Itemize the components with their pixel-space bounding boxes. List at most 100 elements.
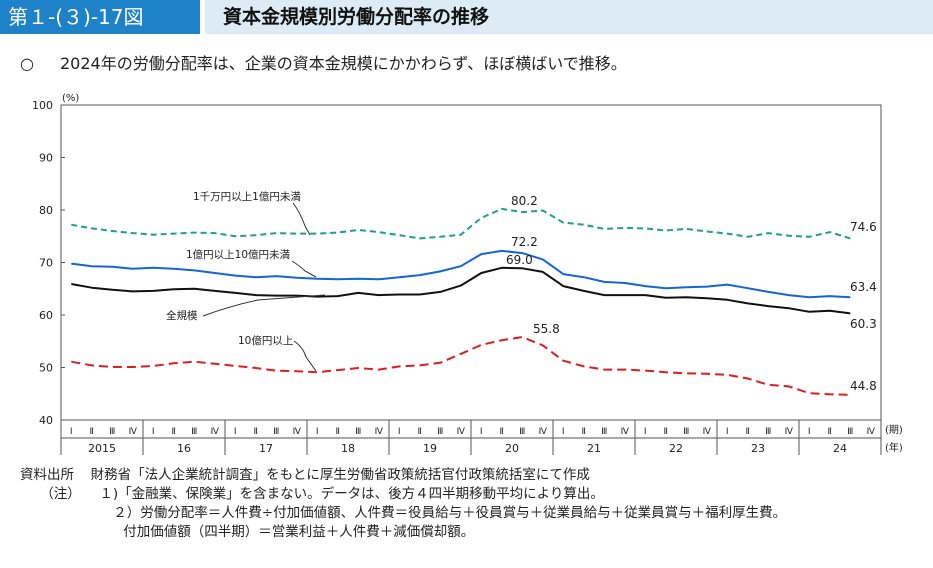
x-year-label: 19: [423, 442, 437, 455]
x-tick-quarter-label: Ⅲ: [191, 427, 197, 437]
x-tick-quarter-label: Ⅲ: [437, 427, 443, 437]
x-tick-quarter-label: Ⅱ: [418, 427, 422, 437]
x-tick-quarter-label: Ⅱ: [254, 427, 258, 437]
x-tick-quarter-label: Ⅲ: [765, 427, 771, 437]
legend-leader-100m-1b: [291, 260, 317, 278]
summary-line: ○ 2024年の労働分配率は、企業の資本金規模にかかわらず、ほぼ横ばいで推移。: [20, 50, 627, 74]
y-axis-ticks: 40 50 60 70 80 90 100: [32, 99, 65, 427]
summary-text: 2024年の労働分配率は、企業の資本金規模にかかわらず、ほぼ横ばいで推移。: [60, 54, 627, 73]
x-tick-quarter-label: Ⅳ: [211, 427, 220, 437]
x-tick-quarter-label: Ⅲ: [273, 427, 279, 437]
y-tick-label: 50: [39, 362, 53, 375]
data-label-end-1m-100m: 74.6: [850, 220, 877, 234]
x-tick-quarter-label: Ⅳ: [457, 427, 466, 437]
figure-title: 資本金規模別労働分配率の推移: [223, 6, 490, 28]
plot-frame: [60, 104, 882, 421]
y-tick-label: 80: [39, 204, 53, 217]
x-axis: Ⅰ Ⅱ Ⅲ Ⅳ Ⅰ Ⅱ Ⅲ Ⅳ Ⅰ Ⅱ Ⅲ Ⅳ Ⅰ Ⅱ Ⅲ Ⅳ Ⅰ Ⅱ Ⅲ Ⅳ Ⅰ Ⅱ Ⅲ Ⅳ Ⅰ Ⅱ Ⅲ Ⅳ Ⅰ Ⅱ Ⅲ Ⅳ Ⅰ Ⅱ Ⅲ Ⅳ Ⅰ Ⅱ Ⅲ Ⅳ…: [60, 420, 882, 455]
x-tick-quarter-label: Ⅳ: [621, 427, 630, 437]
x-year-label: 23: [751, 442, 765, 455]
legend-leader-1m-100m: [292, 202, 311, 236]
x-tick-quarter-label: Ⅱ: [828, 427, 832, 437]
y-tick-label: 60: [39, 309, 53, 322]
x-tick-quarter-label: Ⅲ: [355, 427, 361, 437]
data-label-peak-100m-1b: 72.2: [511, 235, 538, 249]
figure-title-box: 資本金規模別労働分配率の推移: [205, 0, 933, 34]
note-2: ２）労働分配率＝人件費÷付加価値額、人件費＝役員給与＋役員賞与＋従業員給与＋従業…: [113, 505, 787, 521]
x-tick-quarter-label: Ⅰ: [808, 427, 811, 437]
y-tick-label: 40: [39, 414, 53, 427]
x-tick-quarter-label: Ⅰ: [562, 427, 565, 437]
figure-header: 第１-(３)-17図 資本金規模別労働分配率の推移: [0, 0, 933, 34]
x-year-label: 16: [177, 442, 191, 455]
x-tick-quarter-label: Ⅳ: [867, 427, 876, 437]
legend-label-1m-100m: 1千万円以上1億円未満: [193, 190, 301, 203]
x-tick-quarter-label: Ⅲ: [847, 427, 853, 437]
x-year-label: 24: [833, 442, 847, 455]
y-axis-unit: (%): [62, 93, 79, 104]
x-tick-quarter-label: Ⅲ: [601, 427, 607, 437]
x-tick-quarter-label: Ⅲ: [109, 427, 115, 437]
data-label-peak-1m-100m: 80.2: [511, 194, 538, 208]
x-tick-quarter-label: Ⅰ: [644, 427, 647, 437]
note-3: 付加価値額（四半期）＝営業利益＋人件費＋減価償却額。: [123, 524, 475, 540]
data-label-end-1b-plus: 44.8: [850, 379, 877, 393]
x-tick-quarter-label: Ⅳ: [375, 427, 384, 437]
y-tick-label: 90: [39, 152, 53, 165]
data-label-peak-all: 69.0: [506, 253, 533, 267]
data-label-end-all: 60.3: [850, 317, 877, 331]
summary-bullet: ○: [20, 54, 34, 73]
x-tick-quarter-label: Ⅱ: [664, 427, 668, 437]
data-label-peak-1b-plus: 55.8: [533, 322, 560, 336]
x-tick-quarter-label: Ⅰ: [480, 427, 483, 437]
legend-label-all: 全規模: [166, 309, 198, 322]
y-tick-label: 70: [39, 257, 53, 270]
series-lines: [71, 207, 851, 396]
legend-label-1b-plus: 10億円以上: [238, 334, 293, 347]
x-tick-quarter-label: Ⅰ: [316, 427, 319, 437]
x-year-label: 20: [505, 442, 519, 455]
x-tick-quarter-label: Ⅱ: [582, 427, 586, 437]
x-tick-quarter-label: Ⅱ: [172, 427, 176, 437]
x-year-label: 2015: [88, 442, 116, 455]
note-1: １)「金融業、保険業」を含まない。データは、後方４四半期移動平均により算出。: [99, 486, 604, 502]
x-tick-quarter-label: Ⅰ: [152, 427, 155, 437]
x-year-label: 21: [587, 442, 601, 455]
source-label: 資料出所: [20, 467, 74, 483]
x-axis-period-unit: (期): [885, 424, 903, 436]
series-line-0: [71, 207, 851, 240]
x-tick-quarter-label: Ⅳ: [539, 427, 548, 437]
series-line-3: [71, 336, 851, 396]
note-label: （注）: [40, 486, 81, 502]
x-tick-quarter-label: Ⅰ: [234, 427, 237, 437]
notes-section: 資料出所 財務省「法人企業統計調査」をもとに厚生労働省政策統括官付政策統括室にて…: [20, 466, 786, 542]
x-year-label: 18: [341, 442, 355, 455]
x-tick-quarter-label: Ⅱ: [90, 427, 94, 437]
x-tick-quarter-label: Ⅱ: [500, 427, 504, 437]
y-tick-label: 100: [32, 99, 53, 112]
legend-label-100m-1b: 1億円以上10億円未満: [186, 248, 291, 261]
series-line-2: [71, 266, 851, 315]
x-tick-quarter-label: Ⅳ: [785, 427, 794, 437]
line-chart: (%) 40 50 60 70 80 90 100 Ⅰ Ⅱ Ⅲ Ⅳ Ⅰ Ⅱ Ⅲ Ⅳ Ⅰ Ⅱ Ⅲ Ⅳ Ⅰ Ⅱ Ⅲ Ⅳ Ⅰ Ⅱ Ⅲ Ⅳ…: [32, 93, 903, 455]
figure-number: 第１-(３)-17図: [0, 0, 200, 34]
data-labels: 80.2 74.6 72.2 63.4 69.0 60.3 55.8 44.8: [506, 194, 877, 393]
x-tick-quarter-label: Ⅳ: [703, 427, 712, 437]
x-tick-quarter-label: Ⅰ: [398, 427, 401, 437]
legend-leader-1b-plus: [293, 340, 317, 372]
x-tick-quarter-label: Ⅱ: [746, 427, 750, 437]
data-label-end-100m-1b: 63.4: [850, 280, 877, 294]
note-row-1: （注） １)「金融業、保険業」を含まない。データは、後方４四半期移動平均により算…: [20, 485, 786, 504]
series-line-1: [71, 249, 851, 299]
x-year-label: 17: [259, 442, 273, 455]
legend-leader-all: [202, 294, 326, 317]
x-tick-quarter-label: Ⅰ: [70, 427, 73, 437]
x-tick-quarter-label: Ⅲ: [519, 427, 525, 437]
x-tick-quarter-label: Ⅳ: [293, 427, 302, 437]
source-text: 財務省「法人企業統計調査」をもとに厚生労働省政策統括官付政策統括室にて作成: [90, 467, 590, 483]
note-row-2: ２）労働分配率＝人件費÷付加価値額、人件費＝役員給与＋役員賞与＋従業員給与＋従業…: [20, 504, 786, 523]
x-tick-quarter-label: Ⅲ: [683, 427, 689, 437]
source-row: 資料出所 財務省「法人企業統計調査」をもとに厚生労働省政策統括官付政策統括室にて…: [20, 466, 786, 485]
x-tick-quarter-label: Ⅱ: [336, 427, 340, 437]
legend-annotations: 1千万円以上1億円未満 1億円以上10億円未満 全規模 10億円以上: [166, 190, 326, 372]
